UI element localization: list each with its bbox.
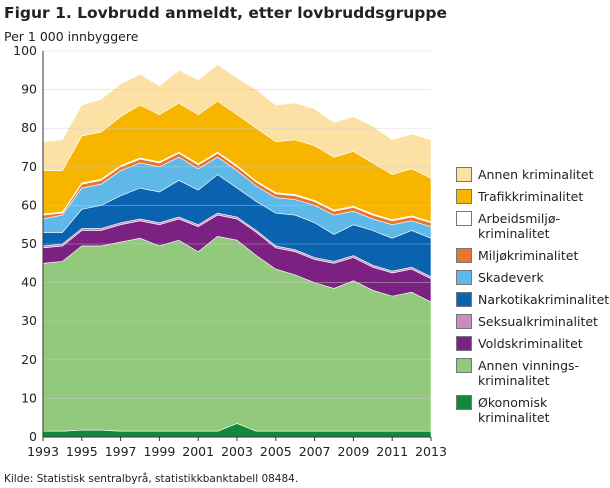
legend-label: Annen kriminalitet [478, 167, 594, 182]
area [42, 64, 432, 179]
x-tick-label: 2003 [221, 444, 253, 459]
x-tick-label: 1993 [27, 444, 59, 459]
y-tick-label: 80 [21, 120, 37, 135]
legend-item: Økonomisk kriminalitet [456, 395, 609, 425]
legend-label: Annen vinnings- kriminalitet [478, 358, 580, 388]
y-tick-label: 40 [21, 275, 37, 290]
y-tick-label: 30 [21, 313, 37, 328]
x-tick-label: 1997 [105, 444, 137, 459]
legend-swatch [456, 189, 472, 204]
y-tick-label: 20 [21, 352, 37, 367]
x-tick-label: 2007 [299, 444, 331, 459]
legend-swatch [456, 336, 472, 351]
y-tick-label: 100 [13, 43, 37, 58]
legend-label: Miljøkriminalitet [478, 248, 579, 263]
legend-label: Seksualkriminalitet [478, 314, 598, 329]
legend-item: Trafikkriminalitet [456, 189, 609, 204]
legend-item: Skadeverk [456, 270, 609, 285]
x-tick-label: 2013 [415, 444, 447, 459]
legend-item: Annen kriminalitet [456, 167, 609, 182]
y-tick-label: 70 [21, 159, 37, 174]
y-tick-label: 90 [21, 82, 37, 97]
legend-swatch [456, 248, 472, 263]
legend-swatch [456, 167, 472, 182]
legend-swatch [456, 211, 472, 226]
legend-item: Miljøkriminalitet [456, 248, 609, 263]
x-tick-label: 2009 [337, 444, 369, 459]
legend-swatch [456, 270, 472, 285]
legend-item: Seksualkriminalitet [456, 314, 609, 329]
legend-label: Voldskriminalitet [478, 336, 583, 351]
y-tick-label: 10 [21, 390, 37, 405]
legend-label: Trafikkriminalitet [478, 189, 584, 204]
legend-item: Voldskriminalitet [456, 336, 609, 351]
source: Kilde: Statistisk sentralbyrå, statistik… [4, 472, 298, 485]
legend-swatch [456, 358, 472, 373]
x-tick-label: 2001 [182, 444, 214, 459]
y-tick-label: 60 [21, 197, 37, 212]
legend-item: Narkotikakriminalitet [456, 292, 609, 307]
legend-label: Skadeverk [478, 270, 544, 285]
y-axis-label: Per 1 000 innbyggere [4, 29, 139, 44]
x-tick-label: 1995 [66, 444, 98, 459]
legend: Annen kriminalitet Trafikkriminalitet Arbe… [456, 167, 609, 425]
legend-label: Arbeidsmiljø- kriminalitet [478, 211, 560, 241]
chart-title: Figur 1. Lovbrudd anmeldt, etter lovbrud… [4, 4, 447, 22]
legend-swatch [456, 395, 472, 410]
y-tick-label: 50 [21, 236, 37, 251]
legend-swatch [456, 314, 472, 329]
legend-item: Annen vinnings- kriminalitet [456, 358, 609, 388]
x-tick-label: 2011 [376, 444, 408, 459]
legend-swatch [456, 292, 472, 307]
x-tick-label: 2005 [260, 444, 292, 459]
legend-label: Økonomisk kriminalitet [478, 395, 550, 425]
legend-item: Arbeidsmiljø- kriminalitet [456, 211, 609, 241]
legend-label: Narkotikakriminalitet [478, 292, 610, 307]
x-tick-label: 1999 [143, 444, 175, 459]
y-tick-label: 0 [29, 429, 37, 444]
